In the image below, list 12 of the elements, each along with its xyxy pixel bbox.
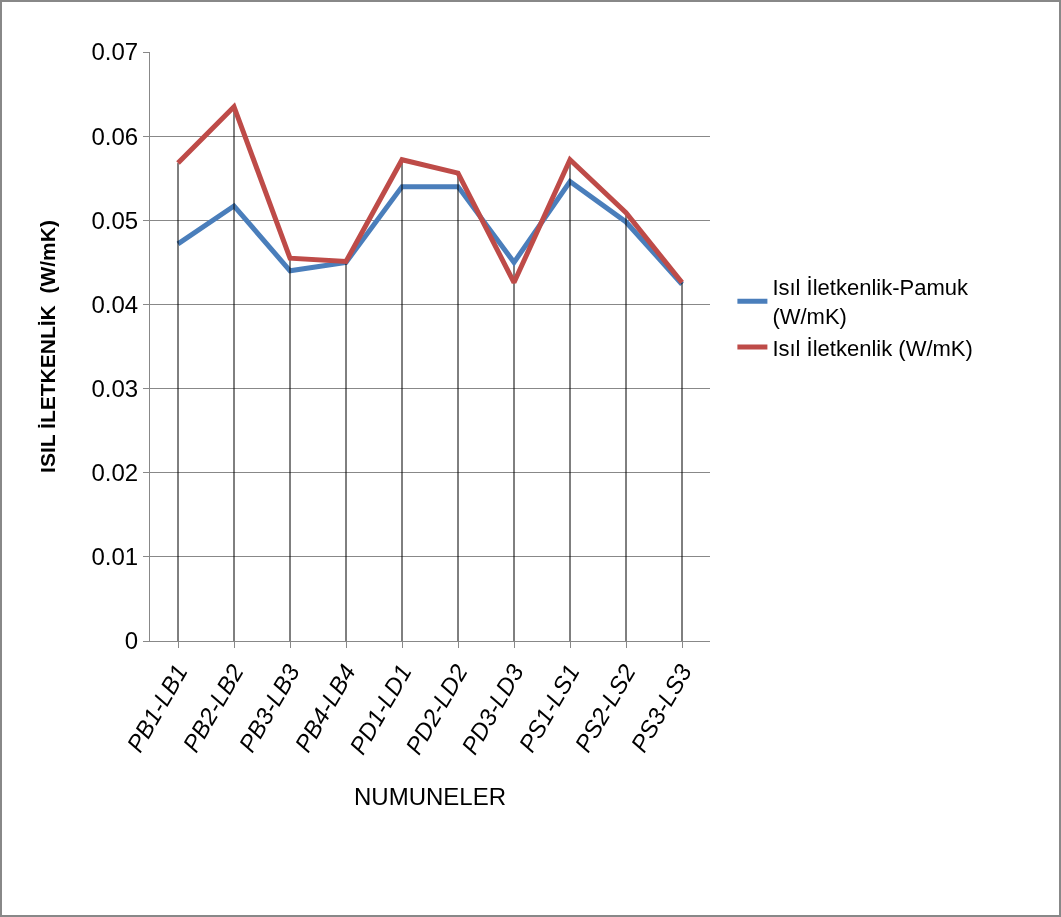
- legend-label: Isıl İletkenlik-Pamuk (W/mK): [772, 275, 970, 330]
- y-tick-label: 0.01: [91, 543, 139, 571]
- y-tick-label: 0.07: [91, 38, 139, 66]
- y-tick-label: 0.04: [91, 290, 139, 318]
- x-axis-title: NUMUNELER: [353, 783, 507, 811]
- y-tick-label: 0: [124, 627, 139, 655]
- y-tick-label: 0.02: [91, 459, 139, 487]
- legend-label: Isıl İletkenlik (W/mK): [772, 335, 973, 361]
- y-axis-title: ISIL İLETKENLİK (W/mK): [35, 220, 59, 473]
- y-tick-label: 0.05: [91, 206, 139, 234]
- y-tick-label: 0.03: [91, 374, 139, 402]
- y-tick-label: 0.06: [91, 122, 139, 150]
